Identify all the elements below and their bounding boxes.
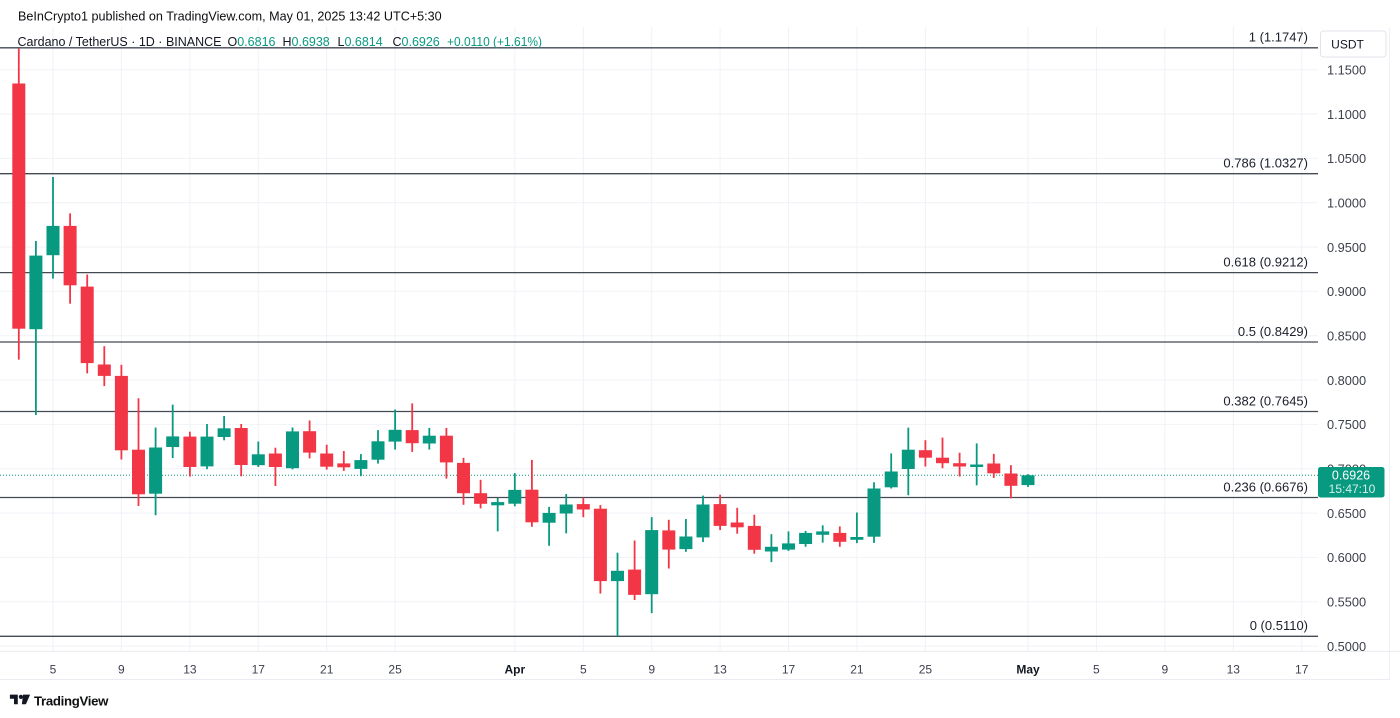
svg-text:0.9000: 0.9000	[1327, 284, 1366, 299]
svg-text:TradingView: TradingView	[34, 693, 109, 708]
svg-text:21: 21	[850, 663, 864, 677]
svg-text:13: 13	[1227, 663, 1241, 677]
svg-text:13: 13	[713, 663, 727, 677]
svg-text:17: 17	[1295, 663, 1309, 677]
svg-text:USDT: USDT	[1331, 38, 1364, 52]
svg-text:1.1500: 1.1500	[1327, 63, 1366, 78]
svg-text:0.8500: 0.8500	[1327, 329, 1366, 344]
svg-text:May: May	[1016, 663, 1040, 677]
svg-text:5: 5	[50, 663, 57, 677]
svg-text:9: 9	[118, 663, 125, 677]
svg-text:0 (0.5110): 0 (0.5110)	[1250, 618, 1308, 633]
svg-text:25: 25	[388, 663, 402, 677]
svg-text:13: 13	[183, 663, 197, 677]
svg-text:5: 5	[1093, 663, 1100, 677]
svg-text:0.8000: 0.8000	[1327, 373, 1366, 388]
svg-text:0.5500: 0.5500	[1327, 595, 1366, 610]
svg-text:17: 17	[782, 663, 796, 677]
svg-text:0.5 (0.8429): 0.5 (0.8429)	[1238, 324, 1308, 339]
svg-text:0.786 (1.0327): 0.786 (1.0327)	[1223, 156, 1308, 171]
svg-text:0.236 (0.6676): 0.236 (0.6676)	[1223, 479, 1308, 494]
svg-text:9: 9	[648, 663, 655, 677]
svg-text:1.0500: 1.0500	[1327, 151, 1366, 166]
svg-text:15:47:10: 15:47:10	[1329, 482, 1376, 496]
svg-text:9: 9	[1161, 663, 1168, 677]
svg-text:1.0000: 1.0000	[1327, 196, 1366, 211]
svg-text:0.618 (0.9212): 0.618 (0.9212)	[1223, 254, 1308, 269]
svg-text:25: 25	[919, 663, 933, 677]
svg-text:0.7500: 0.7500	[1327, 417, 1366, 432]
svg-text:1 (1.1747): 1 (1.1747)	[1249, 30, 1308, 45]
svg-text:17: 17	[252, 663, 266, 677]
svg-text:0.6000: 0.6000	[1327, 550, 1366, 565]
svg-text:21: 21	[320, 663, 334, 677]
svg-text:0.9500: 0.9500	[1327, 240, 1366, 255]
svg-text:0.6926: 0.6926	[1332, 468, 1370, 482]
svg-text:BeInCrypto1 published on Tradi: BeInCrypto1 published on TradingView.com…	[18, 10, 442, 24]
svg-text:0.6500: 0.6500	[1327, 506, 1366, 521]
svg-text:5: 5	[580, 663, 587, 677]
svg-text:0.5000: 0.5000	[1327, 639, 1366, 654]
svg-text:0.382 (0.7645): 0.382 (0.7645)	[1223, 393, 1308, 408]
svg-text:Apr: Apr	[504, 663, 525, 677]
svg-text:1.1000: 1.1000	[1327, 107, 1366, 122]
